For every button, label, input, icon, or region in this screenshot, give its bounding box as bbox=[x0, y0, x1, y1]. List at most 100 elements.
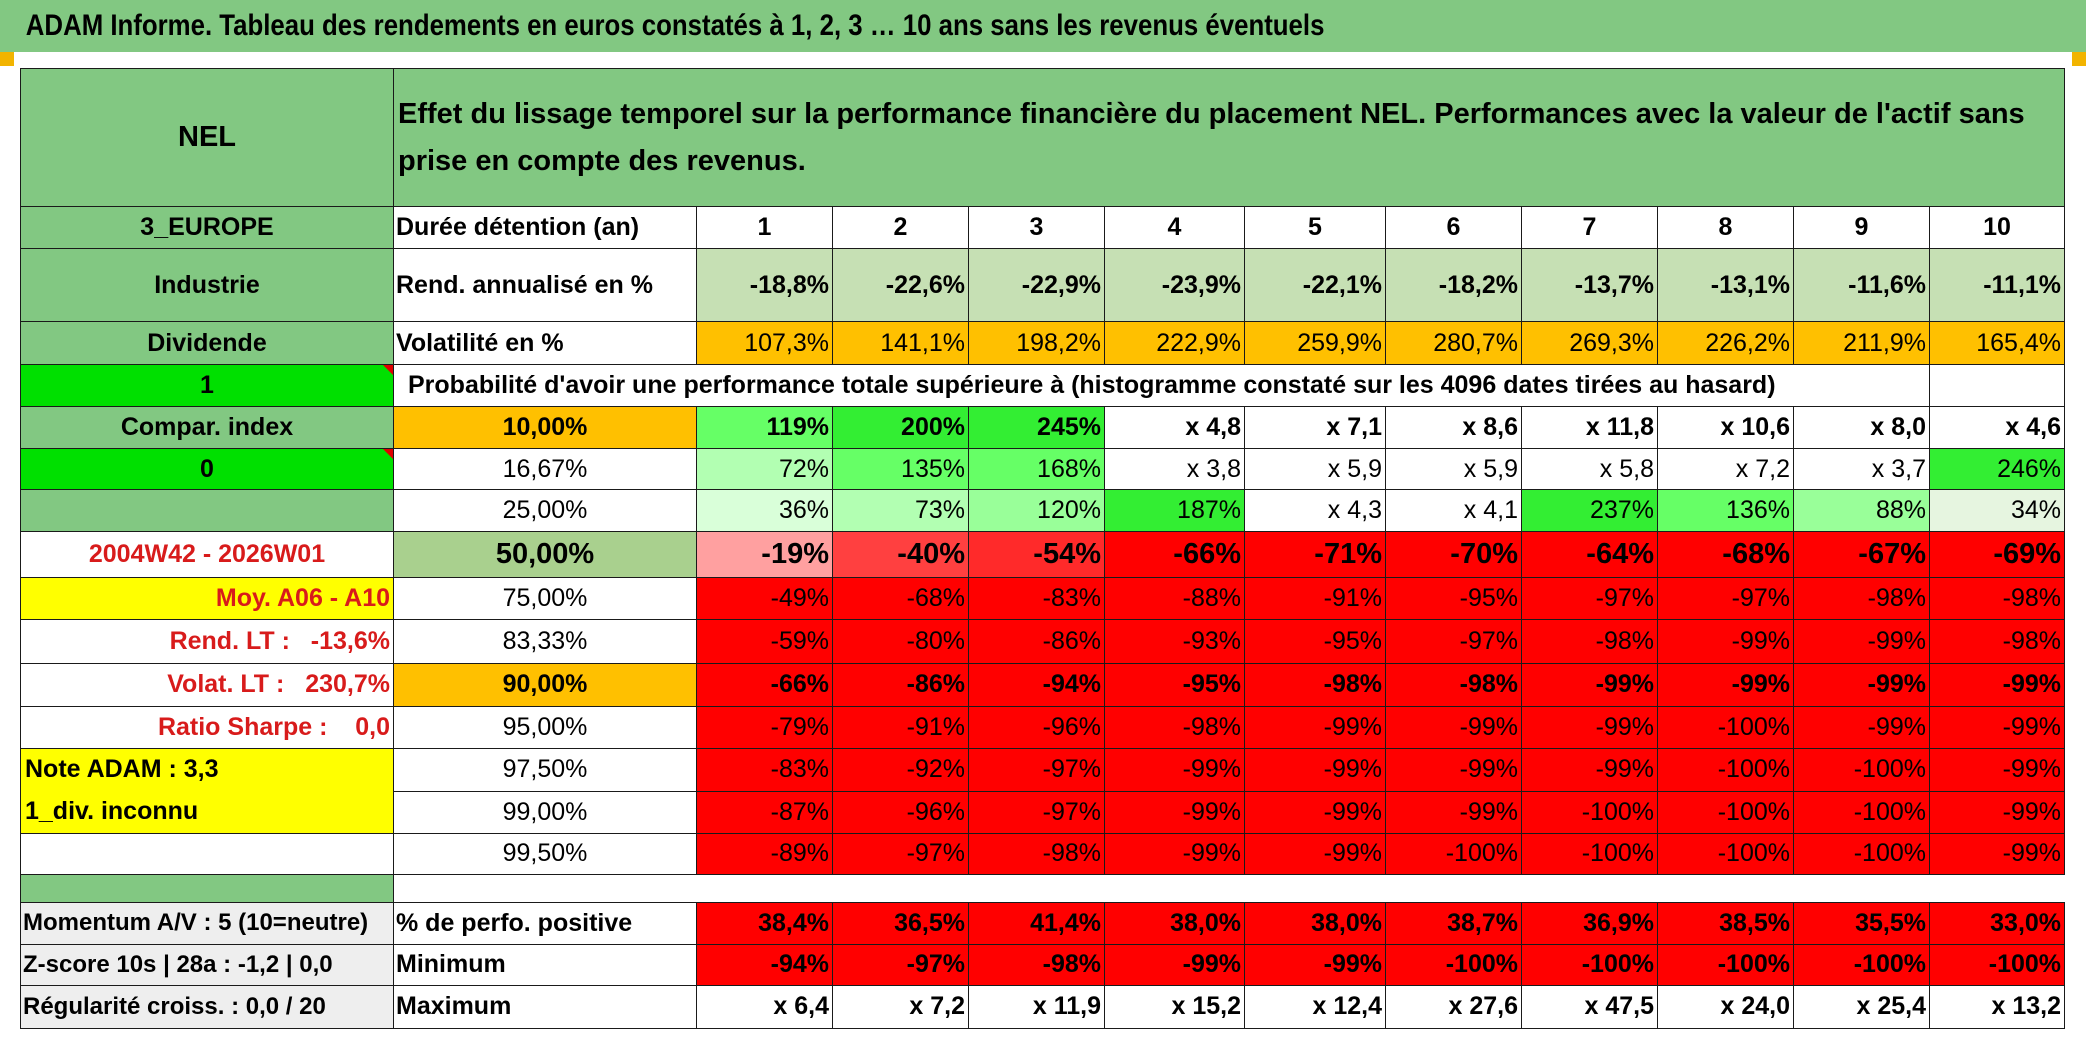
maximum-cell: x 12,4 bbox=[1244, 984, 1386, 1030]
probability-cell: -83% bbox=[696, 747, 833, 792]
probability-cell: x 8,0 bbox=[1793, 406, 1930, 450]
average-label: Moy. A06 - A10 bbox=[20, 577, 394, 621]
probability-row: 2004W42 - 2026W01 50,00% -19% -40% -54% … bbox=[20, 531, 2066, 579]
corner-marker-left bbox=[0, 52, 14, 66]
probability-cell: x 4,3 bbox=[1244, 489, 1386, 533]
probability-threshold: 16,67% bbox=[393, 448, 697, 491]
zscore-label: Z-score 10s | 28a : -1,2 | 0,0 bbox=[20, 943, 394, 986]
probability-cell: -97% bbox=[968, 790, 1105, 834]
probability-cell: -95% bbox=[1244, 619, 1386, 664]
probability-cell: -88% bbox=[1104, 577, 1245, 621]
probability-cell: -99% bbox=[1385, 747, 1522, 792]
probability-cell: -99% bbox=[1928, 662, 2066, 707]
maximum-cell: x 47,5 bbox=[1521, 984, 1658, 1030]
probability-cell: x 5,9 bbox=[1244, 448, 1386, 491]
probability-cell: -49% bbox=[696, 577, 833, 621]
probability-cell: -98% bbox=[968, 832, 1105, 875]
minimum-cell: -100% bbox=[1657, 943, 1794, 986]
minimum-cell: -99% bbox=[1104, 943, 1245, 986]
minimum-cell: -99% bbox=[1244, 943, 1386, 986]
probability-cell: -80% bbox=[832, 619, 969, 664]
probability-cell: -99% bbox=[1928, 705, 2066, 749]
duration-year: 6 bbox=[1385, 206, 1522, 250]
positive-cell: 41,4% bbox=[968, 901, 1105, 945]
maximum-cell: x 11,9 bbox=[968, 984, 1105, 1030]
probability-cell: -99% bbox=[1244, 747, 1386, 792]
probability-cell: 168% bbox=[968, 448, 1105, 491]
probability-cell: -100% bbox=[1521, 790, 1658, 834]
probability-row: 1_div. inconnu 99,00% -87% -96% -97% -99… bbox=[20, 790, 2066, 834]
probability-cell: -89% bbox=[696, 832, 833, 875]
probability-cell: -100% bbox=[1657, 790, 1794, 834]
region-label: 3_EUROPE bbox=[20, 206, 394, 250]
volatility-cell: 141,1% bbox=[832, 321, 969, 366]
volat-lt-label: Volat. LT : bbox=[167, 670, 285, 699]
duration-year: 2 bbox=[832, 206, 969, 250]
probability-threshold: 99,50% bbox=[393, 832, 697, 875]
probability-cell: x 3,8 bbox=[1104, 448, 1245, 491]
duration-year: 9 bbox=[1793, 206, 1930, 250]
probability-cell: -98% bbox=[1928, 577, 2066, 621]
probability-threshold: 10,00% bbox=[393, 406, 697, 450]
probability-cell: -54% bbox=[968, 531, 1105, 579]
comment-flag bbox=[383, 365, 393, 376]
probability-cell: x 3,7 bbox=[1793, 448, 1930, 491]
probability-cell: -97% bbox=[1385, 619, 1522, 664]
probability-cell: -87% bbox=[696, 790, 833, 834]
probability-cell: -68% bbox=[1657, 531, 1794, 579]
probability-cell: -99% bbox=[1793, 619, 1930, 664]
probability-cell: -97% bbox=[968, 747, 1105, 792]
volatility-cell: 198,2% bbox=[968, 321, 1105, 366]
probability-cell: -69% bbox=[1928, 531, 2066, 579]
probability-row: 99,50% -89% -97% -98% -99% -99% -100% -1… bbox=[20, 832, 2066, 875]
probability-cell: x 5,8 bbox=[1521, 448, 1658, 491]
probability-cell: -98% bbox=[1928, 619, 2066, 664]
probability-cell: 187% bbox=[1104, 489, 1245, 533]
probability-row: Volat. LT : 230,7% 90,00% -66% -86% -94%… bbox=[20, 662, 2066, 707]
report-title: ADAM Informe. Tableau des rendements en … bbox=[25, 9, 1325, 42]
rend-lt-value: -13,6% bbox=[310, 626, 390, 655]
positive-row: Momentum A/V : 5 (10=neutre) % de perfo.… bbox=[20, 901, 2066, 945]
probability-cell: -99% bbox=[1793, 662, 1930, 707]
probability-cell: -100% bbox=[1657, 832, 1794, 875]
minimum-cell: -100% bbox=[1793, 943, 1930, 986]
probability-cell: -99% bbox=[1244, 790, 1386, 834]
return-row: Industrie Rend. annualisé en % -18,8% -2… bbox=[20, 248, 2066, 323]
table-description: Effet du lissage temporel sur la perform… bbox=[392, 67, 2066, 208]
maximum-cell: x 6,4 bbox=[696, 984, 833, 1030]
probability-threshold: 99,00% bbox=[393, 790, 697, 834]
probability-cell: -99% bbox=[1385, 705, 1522, 749]
probability-cell: 245% bbox=[968, 406, 1105, 450]
return-cell: -11,6% bbox=[1793, 248, 1930, 323]
maximum-cell: x 13,2 bbox=[1928, 984, 2066, 1030]
probability-cell: -98% bbox=[1244, 662, 1386, 707]
volatility-cell: 211,9% bbox=[1793, 321, 1930, 366]
probability-cell: -97% bbox=[1657, 577, 1794, 621]
positive-cell: 38,0% bbox=[1104, 901, 1245, 945]
sharpe-label: Ratio Sharpe : bbox=[157, 712, 328, 741]
minimum-cell: -97% bbox=[832, 943, 969, 986]
probability-title-row: 1 Probabilité d'avoir une performance to… bbox=[20, 364, 2066, 408]
duration-year: 7 bbox=[1521, 206, 1658, 250]
probability-cell: -83% bbox=[968, 577, 1105, 621]
positive-cell: 36,5% bbox=[832, 901, 969, 945]
maximum-row: Régularité croiss. : 0,0 / 20 Maximum x … bbox=[20, 984, 2066, 1030]
probability-cell: -99% bbox=[1385, 790, 1522, 834]
header-row: NEL Effet du lissage temporel sur la per… bbox=[20, 67, 2066, 208]
probability-cell: -99% bbox=[1104, 747, 1245, 792]
probability-cell: -91% bbox=[832, 705, 969, 749]
probability-cell: -66% bbox=[696, 662, 833, 707]
duration-row: 3_EUROPE Durée détention (an) 1 2 3 4 5 … bbox=[20, 206, 2066, 250]
probability-cell: -96% bbox=[832, 790, 969, 834]
probability-row: Rend. LT : -13,6% 83,33% -59% -80% -86% … bbox=[20, 619, 2066, 664]
probability-cell: -68% bbox=[832, 577, 969, 621]
sharpe-ratio: Ratio Sharpe : 0,0 bbox=[20, 705, 394, 749]
maximum-cell: x 15,2 bbox=[1104, 984, 1245, 1030]
probability-row: 25,00% 36% 73% 120% 187% x 4,3 x 4,1 237… bbox=[20, 489, 2066, 533]
probability-cell: -94% bbox=[968, 662, 1105, 707]
minimum-cell: -98% bbox=[968, 943, 1105, 986]
sector-label: Industrie bbox=[20, 248, 394, 323]
blank-label bbox=[20, 489, 394, 533]
duration-year: 10 bbox=[1928, 206, 2066, 250]
